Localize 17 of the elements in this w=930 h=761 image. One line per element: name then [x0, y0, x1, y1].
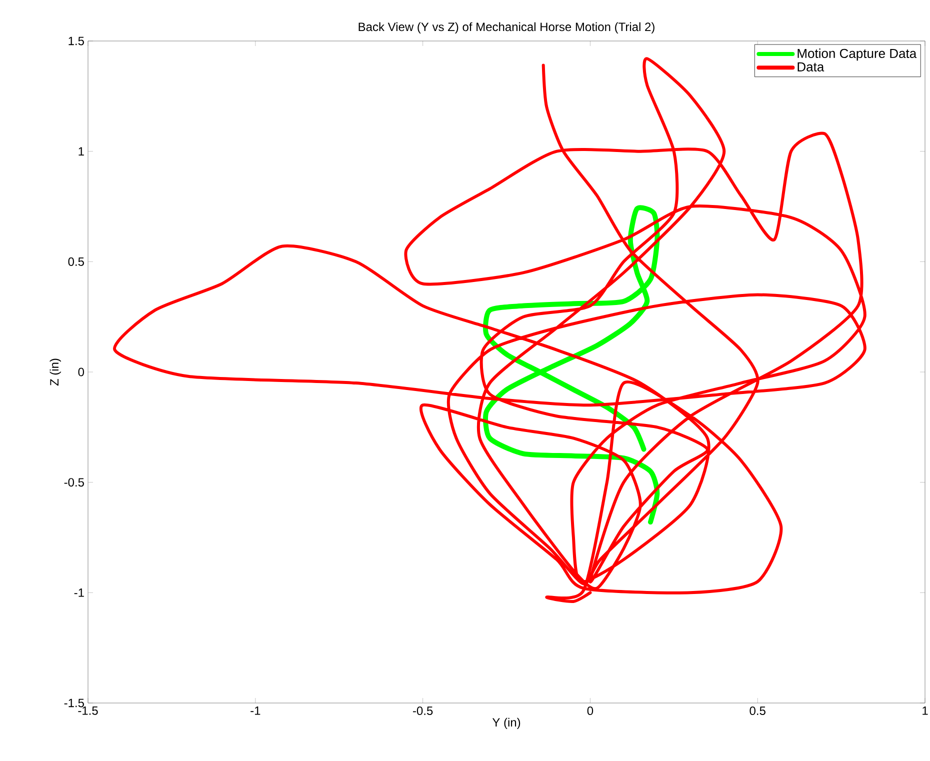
x-tick-label: 1 [922, 706, 928, 715]
x-axis-title: Y (in) [492, 718, 520, 730]
y-tick-label: 1 [78, 147, 84, 156]
legend-label: Motion Capture Data [798, 48, 917, 61]
y-tick-label: 0 [78, 368, 84, 376]
x-tick-label: -0.5 [412, 706, 433, 716]
chart-title: Back View (Y vs Z) of Mechanical Horse Motion (Trial 2) [358, 22, 654, 34]
x-tick-label: -1 [250, 706, 260, 715]
y-tick-label: 1.5 [68, 36, 84, 46]
y-tick-label: 0.5 [68, 257, 84, 266]
y-axis-title: Z (in) [50, 358, 61, 386]
y-tick-label: -1 [74, 588, 84, 597]
x-tick-label: 0 [587, 706, 594, 716]
x-tick-label: 0.5 [750, 706, 766, 716]
legend-label: Data [798, 62, 824, 72]
y-tick-label: -1.5 [64, 698, 84, 708]
y-tick-label: -0.5 [64, 478, 84, 487]
